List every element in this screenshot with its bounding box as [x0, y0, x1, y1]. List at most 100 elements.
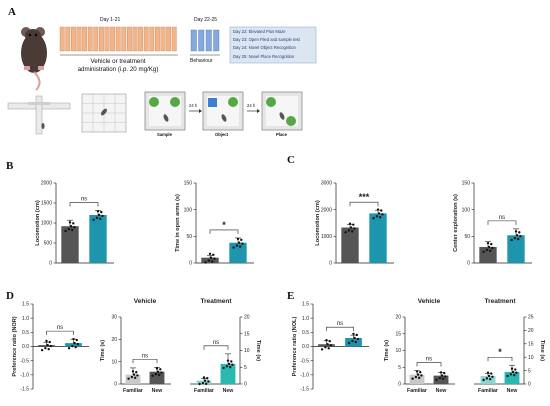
data-point [506, 374, 509, 378]
data-point [439, 371, 443, 374]
data-point [97, 213, 101, 217]
y-tick-label: 0 [528, 382, 531, 388]
treatment-day-bar [110, 26, 116, 52]
bar-chart: -1.5 -1.0 -0.5 0.0 0.5 1.0 1.5 Preference ratio… [12, 302, 89, 393]
data-point [514, 368, 517, 371]
data-point [416, 373, 420, 376]
data-point [67, 227, 71, 231]
data-point [380, 209, 383, 212]
y-tick-label: 0.5 [22, 330, 29, 336]
data-point [235, 244, 239, 247]
data-point [325, 338, 328, 342]
treatment-day-bar [126, 26, 132, 52]
arena-label-object: Object [215, 132, 229, 137]
data-point [344, 231, 347, 234]
significance-label: * [498, 347, 502, 357]
data-point [72, 222, 75, 225]
data-point [491, 246, 494, 250]
data-point [71, 344, 74, 348]
y-tick-label: 2000 [41, 181, 52, 187]
data-point [440, 374, 444, 377]
y-tick-label: 0 [467, 261, 470, 267]
y-tick-label: -0.5 [20, 358, 29, 364]
treatment-description: Vehicle or treatment administration (i.p… [62, 58, 174, 74]
data-point [237, 241, 241, 244]
data-point [209, 256, 213, 259]
y-tick-label: 0 [49, 261, 52, 267]
data-point [356, 337, 360, 341]
data-point [324, 346, 327, 349]
bar [507, 235, 525, 263]
arena-label-sample: Sample [157, 132, 172, 137]
category-label: New [152, 388, 164, 394]
data-point [510, 367, 514, 370]
behaviour-label: Behaviour [190, 58, 213, 64]
bar [318, 344, 335, 347]
data-point [159, 368, 162, 371]
data-point [154, 372, 158, 376]
bar [89, 215, 107, 263]
data-point [487, 374, 491, 378]
treatment-day-bar [154, 26, 160, 52]
y-tick-label: 15 [395, 331, 401, 337]
data-point [130, 375, 134, 379]
behaviour-day-bar [190, 29, 197, 52]
y-tick-label: 0.0 [302, 344, 309, 350]
data-point [353, 336, 356, 340]
data-point [485, 248, 489, 252]
y-tick-label: 10 [528, 355, 534, 361]
treatment-day-bar [82, 26, 88, 52]
y-axis-label: Locomotion (cm) [315, 200, 321, 246]
significance-label: ns [426, 357, 432, 363]
data-point [486, 371, 490, 374]
data-point [68, 221, 72, 224]
y-tick-label: 100 [184, 207, 193, 213]
data-point [510, 238, 513, 242]
data-point [489, 377, 492, 381]
y-tick-label: 0 [244, 382, 247, 388]
schedule-box [229, 26, 317, 64]
data-point [64, 229, 67, 233]
y-tick-label: 30 [111, 315, 117, 321]
data-point [135, 371, 138, 374]
data-point [136, 374, 139, 377]
y-tick-label: 2000 [321, 207, 332, 213]
significance-bracket [209, 229, 239, 234]
data-point [158, 373, 161, 377]
data-point [415, 370, 419, 373]
data-point [203, 379, 207, 382]
y-tick-label: 150 [184, 181, 193, 187]
y-tick-label: 25 [528, 315, 534, 321]
y-tick-label: 50 [186, 234, 192, 240]
timeline-figure [7, 26, 317, 135]
bar [433, 375, 449, 384]
arena-place [261, 91, 303, 131]
panel-letter-d: D [6, 290, 14, 302]
treatment-line-1: Vehicle or treatment [90, 58, 146, 65]
data-point [372, 217, 375, 220]
data-point [381, 213, 384, 216]
y-tick-label: 0 [398, 382, 401, 388]
data-point [40, 348, 44, 352]
treatment-day-bar [98, 26, 104, 52]
panel-letter-c: C [287, 154, 295, 166]
data-point [355, 333, 358, 337]
panel-letter-e: E [287, 290, 295, 302]
significance-bracket [132, 358, 158, 364]
data-point [438, 376, 442, 380]
data-point [513, 373, 516, 377]
panel-letter-b: B [6, 160, 14, 172]
y-tick-label: 10 [111, 359, 117, 365]
y-tick-label: 5 [398, 365, 401, 371]
bar-chart: 0 50 100 150 Center exploration (s) ns [453, 181, 532, 267]
y-axis-label: Preference ratio (NOL) [292, 317, 298, 377]
data-point [73, 225, 76, 229]
treatment-day-bar [138, 26, 143, 52]
data-point [99, 217, 102, 221]
y-tick-label: 150 [462, 181, 471, 187]
arena-label-place: Place [276, 132, 287, 137]
y-tick-label: 1.5 [302, 302, 309, 308]
data-point [155, 367, 159, 370]
y-tick-label: 0.0 [22, 344, 29, 350]
data-point [352, 332, 355, 336]
